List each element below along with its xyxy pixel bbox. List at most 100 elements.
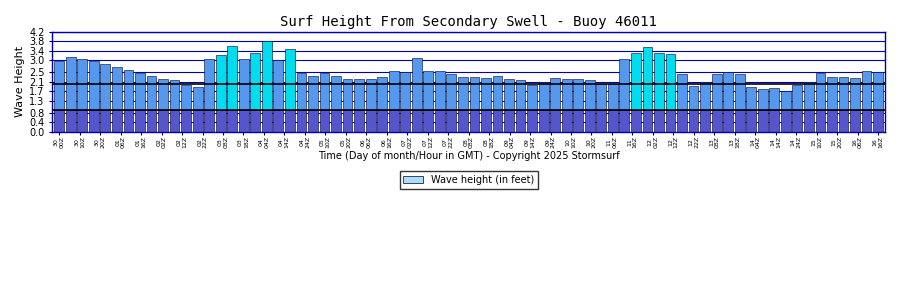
Bar	[181, 110, 191, 132]
Bar	[688, 110, 698, 132]
Bar	[458, 110, 468, 132]
Bar	[66, 110, 76, 132]
Bar	[700, 110, 710, 132]
Bar	[170, 80, 179, 110]
Bar	[296, 73, 306, 110]
Bar	[839, 77, 849, 110]
Bar	[677, 74, 687, 110]
Bar	[54, 61, 64, 110]
Bar	[861, 110, 871, 132]
Bar	[781, 110, 791, 132]
Bar	[262, 41, 272, 110]
Bar	[365, 79, 375, 110]
Bar	[89, 61, 99, 110]
Bar	[193, 87, 202, 110]
Bar	[228, 110, 237, 132]
Bar	[66, 57, 76, 110]
Bar	[77, 110, 87, 132]
Bar	[758, 89, 768, 110]
Bar	[216, 110, 226, 132]
Bar	[377, 77, 387, 110]
Bar	[677, 110, 687, 132]
Bar	[792, 85, 802, 110]
Bar	[608, 85, 617, 110]
Bar	[308, 110, 318, 132]
Bar	[331, 110, 341, 132]
Bar	[654, 53, 664, 110]
Bar	[181, 85, 191, 110]
Bar	[746, 87, 756, 110]
Bar	[343, 110, 353, 132]
Bar	[343, 79, 353, 110]
Bar	[112, 67, 122, 110]
Bar	[389, 71, 399, 110]
Bar	[850, 78, 860, 110]
Bar	[135, 110, 145, 132]
Bar	[158, 110, 168, 132]
Bar	[320, 73, 329, 110]
Bar	[458, 77, 468, 110]
Bar	[712, 74, 722, 110]
Bar	[228, 46, 237, 110]
Bar	[250, 53, 260, 110]
Bar	[238, 110, 248, 132]
Bar	[492, 76, 502, 110]
Bar	[734, 110, 744, 132]
Bar	[204, 59, 214, 110]
Bar	[112, 110, 122, 132]
Bar	[193, 110, 202, 132]
Bar	[804, 82, 814, 110]
Bar	[435, 110, 445, 132]
Bar	[147, 110, 157, 132]
Legend: Wave height (in feet): Wave height (in feet)	[400, 171, 538, 189]
Bar	[123, 70, 133, 110]
Bar	[873, 110, 883, 132]
Bar	[688, 86, 698, 110]
Bar	[643, 110, 652, 132]
Bar	[492, 110, 502, 132]
Bar	[516, 110, 526, 132]
Bar	[470, 77, 480, 110]
Y-axis label: Wave Height: Wave Height	[15, 46, 25, 117]
Bar	[158, 79, 168, 110]
Bar	[597, 83, 607, 110]
Bar	[792, 110, 802, 132]
Bar	[101, 64, 111, 110]
Bar	[400, 72, 410, 110]
Bar	[250, 110, 260, 132]
Bar	[585, 110, 595, 132]
Bar	[527, 110, 537, 132]
Bar	[355, 110, 364, 132]
Bar	[262, 110, 272, 132]
Bar	[585, 80, 595, 110]
Bar	[423, 110, 433, 132]
Bar	[724, 110, 733, 132]
Bar	[320, 110, 329, 132]
Bar	[285, 50, 295, 110]
Bar	[631, 110, 641, 132]
Bar	[815, 110, 825, 132]
Bar	[550, 78, 560, 110]
Bar	[54, 110, 64, 132]
Bar	[470, 110, 480, 132]
Bar	[389, 110, 399, 132]
Bar	[573, 110, 583, 132]
Bar	[123, 110, 133, 132]
Bar	[597, 110, 607, 132]
Bar	[539, 110, 548, 132]
Bar	[274, 60, 284, 110]
Bar	[238, 59, 248, 110]
Bar	[170, 110, 179, 132]
Bar	[700, 82, 710, 110]
Bar	[550, 110, 560, 132]
Bar	[815, 73, 825, 110]
Bar	[504, 110, 514, 132]
Bar	[839, 110, 849, 132]
Bar	[412, 110, 422, 132]
Bar	[666, 54, 675, 110]
Bar	[423, 71, 433, 110]
Bar	[770, 110, 779, 132]
Bar	[77, 59, 87, 110]
Bar	[631, 53, 641, 110]
Bar	[608, 110, 617, 132]
